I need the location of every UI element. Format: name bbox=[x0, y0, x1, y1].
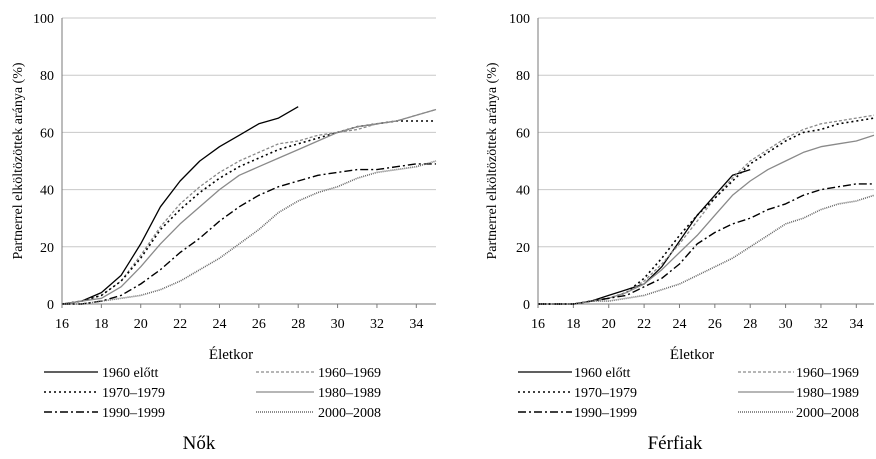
x-tick-label: 24 bbox=[212, 317, 226, 332]
x-tick-label: 32 bbox=[814, 317, 828, 332]
x-tick-label: 32 bbox=[370, 317, 384, 332]
x-tick-label: 26 bbox=[708, 317, 722, 332]
x-tick-label: 16 bbox=[531, 317, 545, 332]
x-tick-label: 28 bbox=[743, 317, 757, 332]
y-tick-label: 80 bbox=[40, 69, 54, 84]
series-line bbox=[538, 183, 874, 305]
y-tick-label: 100 bbox=[33, 12, 54, 27]
x-tick-label: 28 bbox=[291, 317, 305, 332]
chart-panel-men: 0 20 40 60 80 100 16 18 20 22 24 26 28 30 32 34 Partnerr… bbox=[438, 0, 876, 459]
panel-caption: Férfiak bbox=[648, 433, 703, 454]
panel-caption: Nők bbox=[183, 433, 216, 454]
x-tick-label: 20 bbox=[134, 317, 148, 332]
x-tick-label: 18 bbox=[566, 317, 580, 332]
x-tick-label: 34 bbox=[409, 317, 423, 332]
x-tick-label: 22 bbox=[637, 317, 651, 332]
x-tick-label: 30 bbox=[779, 317, 793, 332]
series-line bbox=[62, 160, 437, 305]
y-tick-label: 80 bbox=[516, 69, 530, 84]
series-line bbox=[538, 134, 875, 305]
y-tick-label: 0 bbox=[47, 298, 54, 313]
x-tick-label: 26 bbox=[252, 317, 266, 332]
legend-label: 2000–2008 bbox=[796, 406, 859, 421]
x-tick-label: 18 bbox=[94, 317, 108, 332]
series-line bbox=[538, 194, 875, 305]
x-tick-label: 24 bbox=[672, 317, 686, 332]
x-tick-label: 20 bbox=[602, 317, 616, 332]
legend-label: 1960 előtt bbox=[102, 366, 158, 381]
series-line bbox=[61, 106, 299, 305]
y-tick-label: 100 bbox=[509, 12, 530, 27]
legend-label: 1960–1969 bbox=[796, 366, 859, 381]
x-axis-label: Életkor bbox=[209, 346, 253, 363]
legend-label: 1960 előtt bbox=[574, 366, 630, 381]
y-tick-label: 0 bbox=[523, 298, 530, 313]
x-tick-label: 34 bbox=[849, 317, 863, 332]
y-tick-label: 40 bbox=[516, 184, 530, 199]
legend-label: 1990–1999 bbox=[102, 406, 165, 421]
series-line bbox=[538, 114, 875, 305]
legend-label: 1980–1989 bbox=[318, 386, 381, 401]
y-tick-label: 60 bbox=[40, 126, 54, 141]
chart-panel-women: 0 20 40 60 80 100 16 18 20 22 24 26 28 30 32 34 Partnerr… bbox=[11, 12, 437, 454]
legend-label: 2000–2008 bbox=[318, 406, 381, 421]
series-line bbox=[61, 108, 437, 305]
x-tick-label: 16 bbox=[55, 317, 69, 332]
legend-label: 1980–1989 bbox=[796, 386, 859, 401]
x-tick-label: 30 bbox=[331, 317, 345, 332]
y-tick-label: 20 bbox=[40, 241, 54, 256]
legend-label: 1970–1979 bbox=[102, 386, 165, 401]
y-tick-label: 40 bbox=[40, 184, 54, 199]
series-line bbox=[61, 108, 437, 305]
line-chart-men: 0 20 40 60 80 100 16 18 20 22 24 26 28 30 32 34 Partnerr… bbox=[485, 12, 875, 454]
y-axis-label: Partnerrel elköltözöttek aránya (%) bbox=[485, 62, 500, 259]
y-axis-label: Partnerrel elköltözöttek aránya (%) bbox=[11, 62, 26, 259]
legend-label: 1990–1999 bbox=[574, 406, 637, 421]
x-axis-label: Életkor bbox=[670, 346, 714, 363]
series-line bbox=[62, 163, 436, 305]
line-chart-women: 0 20 40 60 80 100 16 18 20 22 24 26 28 30 32 34 Partnerr… bbox=[11, 12, 437, 454]
y-tick-label: 20 bbox=[516, 241, 530, 256]
legend-label: 1970–1979 bbox=[574, 386, 637, 401]
legend-label: 1960–1969 bbox=[318, 366, 381, 381]
series-line bbox=[61, 120, 436, 305]
x-tick-label: 22 bbox=[173, 317, 187, 332]
y-tick-label: 60 bbox=[516, 126, 530, 141]
